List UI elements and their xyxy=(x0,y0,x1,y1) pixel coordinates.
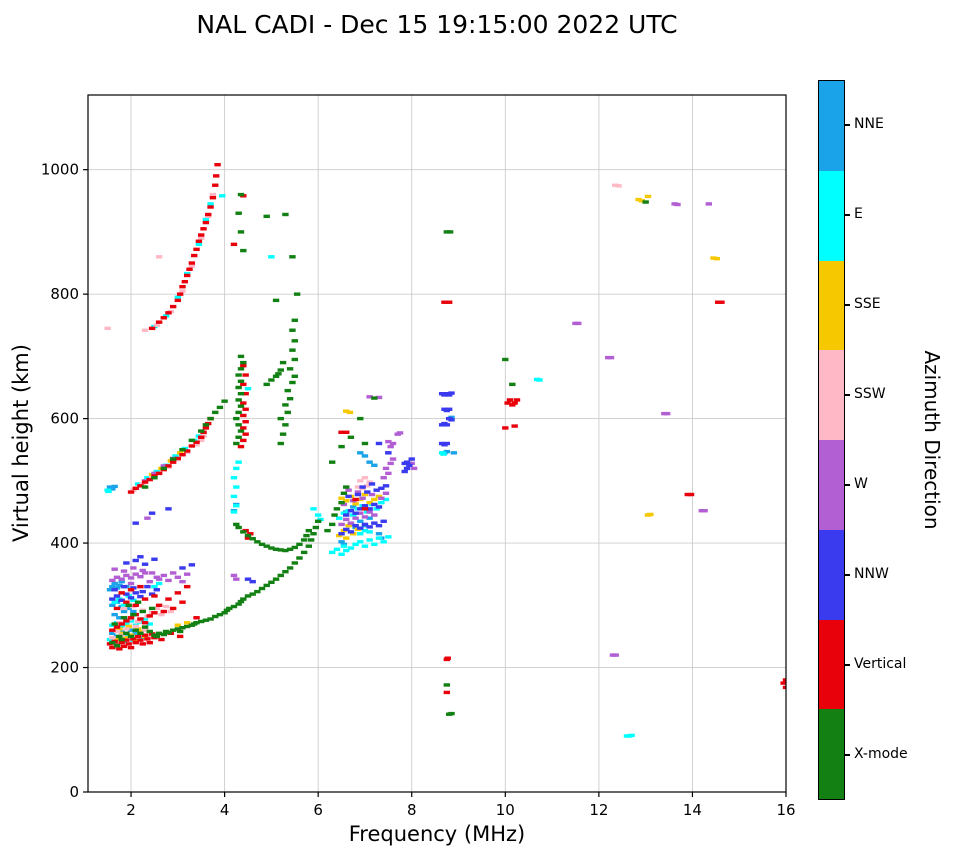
colorbar-band-Vertical xyxy=(819,619,844,710)
series-Vertical xyxy=(106,163,786,695)
colorbar-label-Vertical: Vertical xyxy=(854,656,907,672)
colorbar-band-SSE xyxy=(819,260,844,351)
x-tick-label: 16 xyxy=(776,801,795,819)
colorbar-tick xyxy=(845,574,850,576)
colorbar-label-X-mode: X-mode xyxy=(854,746,908,762)
x-axis-label: Frequency (MHz) xyxy=(348,822,526,846)
colorbar-tick xyxy=(845,394,850,396)
y-tick-label: 200 xyxy=(50,659,79,677)
colorbar-label-SSE: SSE xyxy=(854,296,881,312)
y-tick-label: 1000 xyxy=(41,161,79,179)
colorbar-label-NNW: NNW xyxy=(854,566,889,582)
series-X-mode xyxy=(109,192,649,716)
colorbar-tick xyxy=(845,484,850,486)
chart-title: NAL CADI - Dec 15 19:15:00 2022 UTC xyxy=(196,10,678,39)
colorbar-label-W: W xyxy=(854,476,868,492)
colorbar-band-NNE xyxy=(819,81,844,171)
colorbar-label-NNE: NNE xyxy=(854,116,884,132)
x-tick-label: 8 xyxy=(407,801,417,819)
y-axis-label: Virtual height (km) xyxy=(9,344,33,542)
y-tick-label: 0 xyxy=(69,783,79,801)
series-NNE xyxy=(106,392,458,639)
colorbar-tick xyxy=(845,124,850,126)
y-tick-label: 600 xyxy=(50,410,79,428)
colorbar-tick xyxy=(845,304,850,306)
colorbar-tick xyxy=(845,664,850,666)
x-tick-label: 2 xyxy=(126,801,136,819)
x-tick-label: 4 xyxy=(220,801,230,819)
colorbar-band-SSW xyxy=(819,350,844,440)
scatter-points xyxy=(104,163,786,738)
x-tick-label: 14 xyxy=(683,801,702,819)
y-tick-label: 800 xyxy=(50,285,79,303)
axes: 2 4 6 8 10 12 14 16 0 200 400 600 800 1000 xyxy=(41,94,796,819)
colorbar-title: Azimuth Direction xyxy=(920,350,944,530)
colorbar-band-E xyxy=(819,170,844,261)
colorbar-tick xyxy=(845,754,850,756)
x-tick-label: 6 xyxy=(313,801,323,819)
series-SSW xyxy=(104,183,622,641)
colorbar-band-W xyxy=(819,440,844,530)
colorbar-tick xyxy=(845,214,850,216)
colorbar-band-NNW xyxy=(819,529,844,620)
x-tick-label: 10 xyxy=(496,801,515,819)
azimuth-colorbar xyxy=(818,80,845,800)
y-tick-label: 400 xyxy=(50,534,79,552)
grid-lines xyxy=(88,95,787,793)
colorbar-label-E: E xyxy=(854,206,863,222)
x-tick-label: 12 xyxy=(589,801,608,819)
colorbar-label-SSW: SSW xyxy=(854,386,886,402)
colorbar-band-X-mode xyxy=(819,709,844,799)
series-NNW xyxy=(109,391,455,603)
